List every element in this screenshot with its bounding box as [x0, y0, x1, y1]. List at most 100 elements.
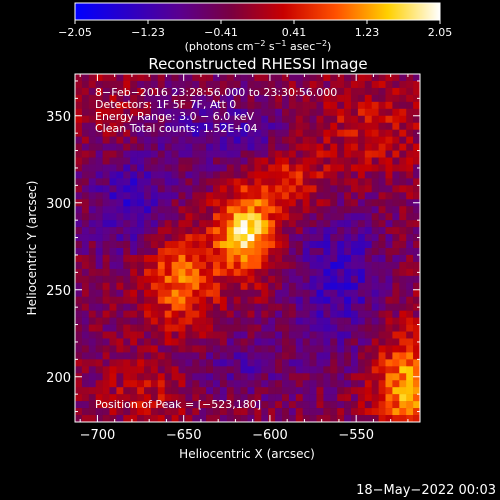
- heatmap-cell: [150, 108, 159, 117]
- heatmap-cell: [261, 415, 269, 423]
- heatmap-cell: [323, 115, 331, 124]
- heatmap-cell: [144, 345, 152, 353]
- heatmap-cell: [116, 387, 124, 395]
- heatmap-cell: [240, 275, 248, 284]
- heatmap-cell: [302, 359, 310, 367]
- heatmap-cell: [123, 234, 131, 242]
- heatmap-cell: [316, 115, 324, 124]
- heatmap-cell: [233, 331, 241, 339]
- heatmap-cell: [116, 331, 124, 339]
- heatmap-cell: [371, 338, 379, 346]
- heatmap-cell: [275, 185, 283, 193]
- heatmap-cell: [137, 115, 145, 124]
- heatmap-cell: [288, 80, 297, 89]
- heatmap-cell: [233, 185, 241, 193]
- heatmap-cell: [330, 164, 338, 172]
- heatmap-cell: [240, 324, 248, 332]
- heatmap-cell: [226, 254, 234, 263]
- heatmap-cell: [357, 136, 366, 144]
- heatmap-cell: [171, 373, 179, 381]
- heatmap-cell: [330, 394, 338, 402]
- heatmap-cell: [261, 359, 269, 367]
- heatmap-cell: [219, 241, 228, 249]
- heatmap-cell: [157, 415, 165, 423]
- heatmap-cell: [295, 387, 303, 395]
- heatmap-cell: [302, 415, 310, 423]
- heatmap-cell: [371, 220, 379, 228]
- heatmap-cell: [164, 80, 172, 89]
- heatmap-cell: [275, 338, 283, 346]
- heatmap-cell: [268, 352, 276, 360]
- heatmap-cell: [81, 359, 90, 367]
- heatmap-cell: [399, 108, 407, 117]
- heatmap-cell: [95, 275, 103, 284]
- heatmap-cell: [199, 227, 207, 235]
- heatmap-cell: [233, 108, 241, 117]
- heatmap-cell: [144, 289, 152, 298]
- heatmap-cell: [247, 87, 255, 96]
- heatmap-cell: [302, 108, 310, 117]
- heatmap-cell: [164, 157, 172, 165]
- heatmap-cell: [157, 199, 165, 207]
- heatmap-cell: [123, 331, 131, 339]
- heatmap-cell: [247, 241, 255, 249]
- heatmap-cell: [144, 178, 152, 186]
- heatmap-cell: [178, 408, 186, 416]
- heatmap-cell: [323, 345, 331, 353]
- heatmap-cell: [344, 338, 352, 346]
- heatmap-cell: [406, 206, 414, 214]
- heatmap-cell: [254, 282, 262, 291]
- heatmap-cell: [171, 129, 179, 137]
- heatmap-cell: [178, 268, 186, 277]
- heatmap-cell: [337, 234, 345, 242]
- heatmap-cell: [275, 366, 283, 374]
- heatmap-cell: [192, 261, 200, 270]
- heatmap-cell: [323, 415, 331, 423]
- heatmap-cell: [206, 108, 214, 117]
- heatmap-cell: [206, 199, 214, 207]
- heatmap-cell: [233, 178, 241, 186]
- heatmap-cell: [192, 171, 200, 179]
- heatmap-cell: [364, 338, 372, 346]
- heatmap-cell: [164, 101, 172, 110]
- heatmap-cell: [288, 234, 297, 242]
- heatmap-cell: [323, 310, 331, 318]
- heatmap-cell: [144, 338, 152, 346]
- heatmap-cell: [123, 150, 131, 158]
- heatmap-cell: [378, 206, 386, 214]
- heatmap-cell: [240, 241, 248, 249]
- heatmap-cell: [247, 303, 255, 311]
- heatmap-cell: [233, 87, 241, 96]
- annotation-line: Position of Peak = [−523,180]: [95, 398, 261, 411]
- heatmap-cell: [302, 74, 310, 82]
- heatmap-cell: [344, 401, 352, 409]
- heatmap-cell: [164, 282, 172, 291]
- heatmap-cell: [157, 122, 165, 130]
- heatmap-cell: [302, 178, 310, 186]
- heatmap-cell: [171, 394, 179, 402]
- heatmap-cell: [102, 227, 110, 235]
- heatmap-cell: [268, 282, 276, 291]
- heatmap-cell: [144, 101, 152, 110]
- heatmap-cell: [95, 303, 103, 311]
- heatmap-cell: [282, 74, 290, 82]
- heatmap-cell: [206, 289, 214, 298]
- heatmap-cell: [157, 206, 165, 214]
- heatmap-cell: [357, 289, 366, 298]
- heatmap-cell: [247, 234, 255, 242]
- heatmap-cell: [206, 136, 214, 144]
- heatmap-cell: [185, 157, 193, 165]
- heatmap-cell: [337, 261, 345, 270]
- heatmap-cell: [75, 248, 83, 256]
- heatmap-cell: [199, 241, 207, 249]
- heatmap-cell: [157, 143, 165, 151]
- heatmap-cell: [192, 401, 200, 409]
- heatmap-cell: [199, 261, 207, 270]
- heatmap-cell: [344, 317, 352, 325]
- heatmap-cell: [261, 157, 269, 165]
- heatmap-cell: [302, 94, 310, 103]
- heatmap-cell: [213, 241, 221, 249]
- heatmap-cell: [171, 268, 179, 277]
- heatmap-cell: [130, 157, 138, 165]
- heatmap-cell: [385, 415, 393, 423]
